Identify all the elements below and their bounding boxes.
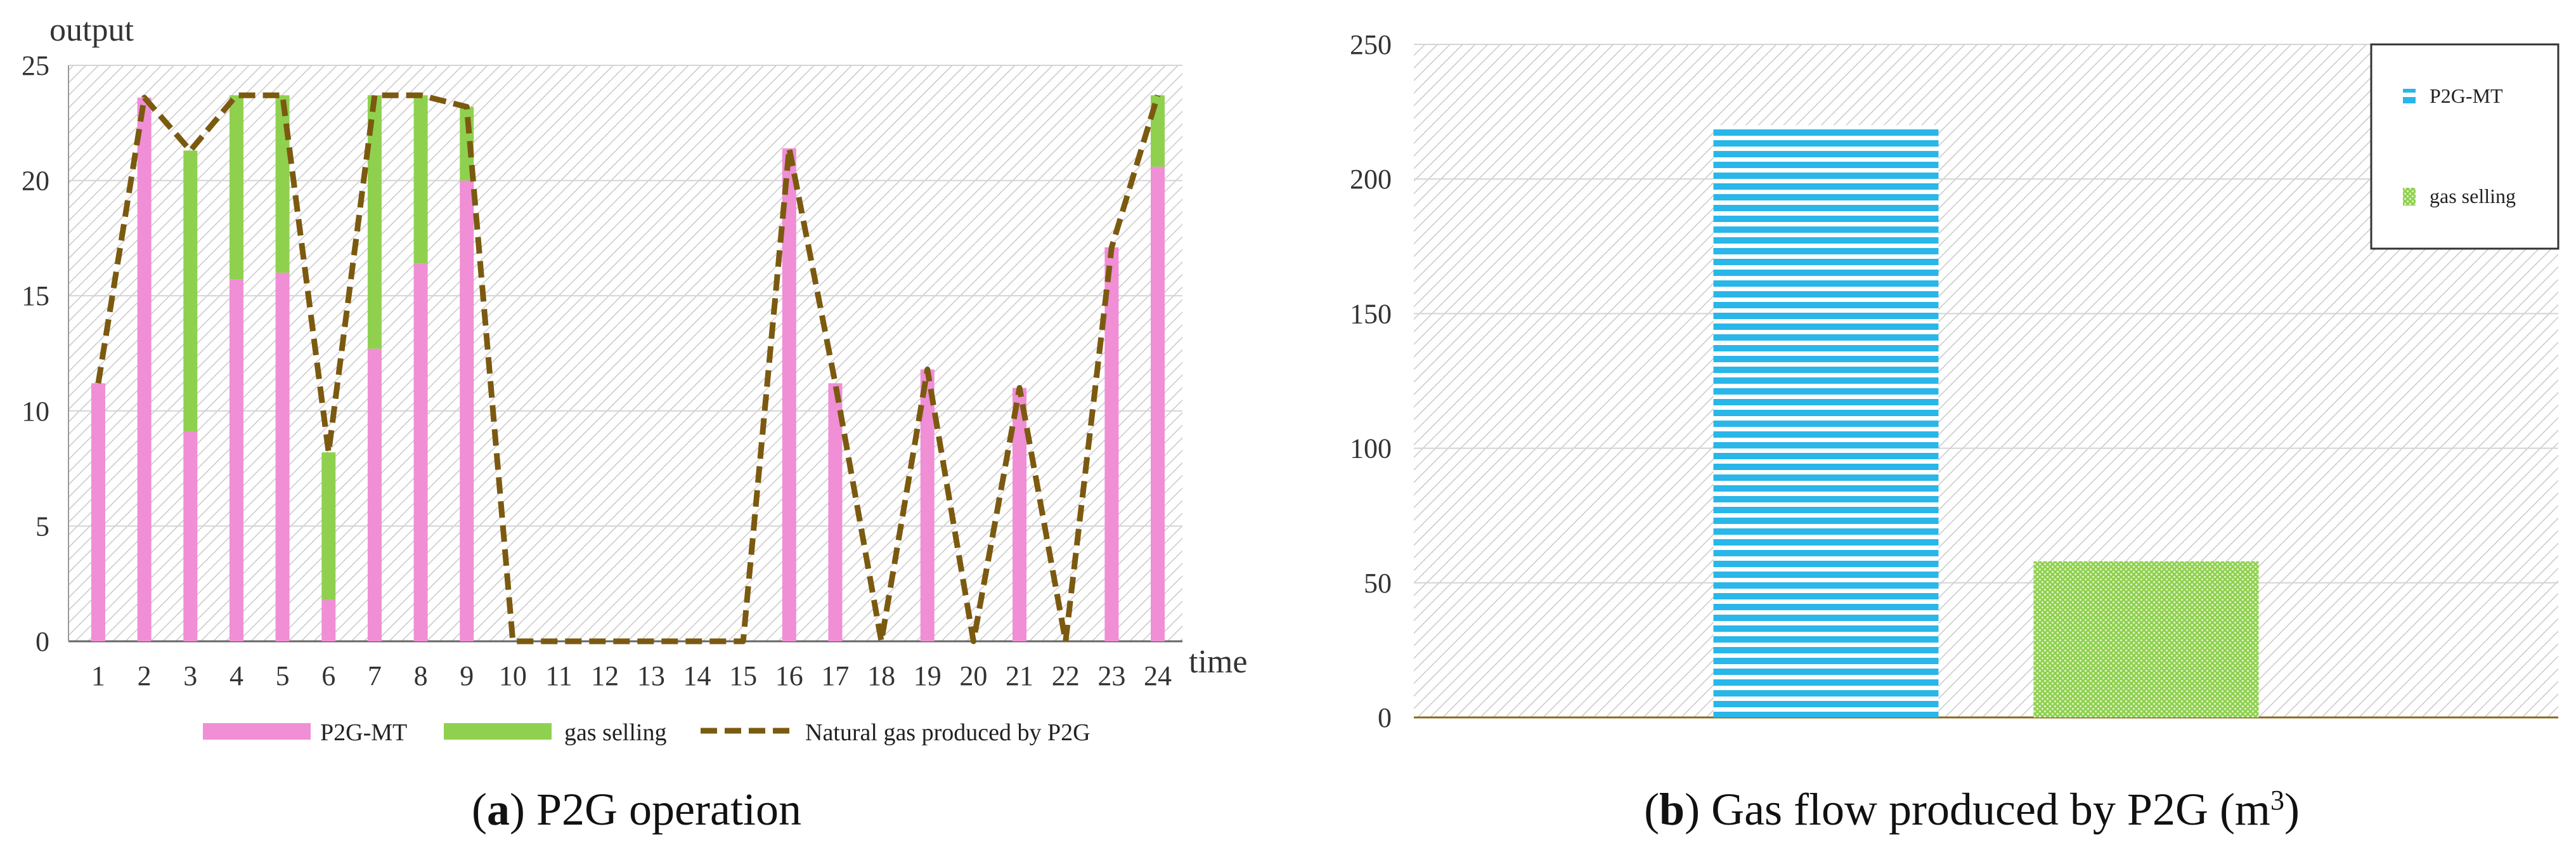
bar-p2g-mt bbox=[1104, 247, 1119, 642]
y-ticks-a: 0 5 10 15 20 25 bbox=[22, 50, 49, 657]
x-tick-label-a: 6 bbox=[321, 660, 335, 691]
x-tick-label-a: 23 bbox=[1097, 660, 1125, 691]
bar-p2g-mt bbox=[183, 431, 198, 641]
x-tick-label-a: 11 bbox=[545, 660, 572, 691]
caption-b-letter: b bbox=[1659, 784, 1685, 835]
x-tick-label-a: 21 bbox=[1006, 660, 1033, 691]
bars-b bbox=[1713, 125, 2259, 717]
y-tick-label-b: 200 bbox=[1350, 164, 1392, 195]
bar-p2g-mt bbox=[91, 383, 105, 641]
y-tick-label-a: 10 bbox=[22, 396, 49, 427]
bar-gas-selling bbox=[367, 95, 382, 349]
x-tick-label-a: 15 bbox=[729, 660, 757, 691]
x-tick-label-a: 13 bbox=[637, 660, 665, 691]
y-tick-label-b: 150 bbox=[1350, 298, 1392, 329]
bar-p2g-mt bbox=[137, 97, 152, 641]
legend-label-b-gas-selling: gas selling bbox=[2430, 185, 2516, 207]
x-tick-label-a: 24 bbox=[1144, 660, 1172, 691]
bar-b-gas-selling bbox=[2033, 561, 2259, 717]
y-tick-label-a: 20 bbox=[22, 166, 49, 197]
plot-area-a bbox=[68, 65, 1182, 641]
bar-p2g-mt bbox=[1013, 388, 1027, 641]
grid-b bbox=[1414, 44, 2558, 584]
bar-p2g-mt bbox=[275, 272, 290, 641]
y-tick-label-b: 250 bbox=[1350, 29, 1392, 60]
x-tick-label-a: 18 bbox=[867, 660, 895, 691]
caption-b-sup: 3 bbox=[2270, 785, 2284, 816]
x-tick-label-a: 1 bbox=[91, 660, 105, 691]
x-tick-label-a: 14 bbox=[683, 660, 711, 691]
x-tick-label-a: 5 bbox=[276, 660, 290, 691]
x-tick-label-a: 3 bbox=[183, 660, 197, 691]
bar-gas-selling bbox=[321, 452, 336, 600]
bar-p2g-mt bbox=[413, 263, 428, 641]
y-tick-label-b: 0 bbox=[1378, 702, 1392, 733]
y-tick-label-a: 0 bbox=[36, 626, 49, 657]
plot-area-b bbox=[1414, 44, 2558, 717]
legend-b: P2G-MT gas selling bbox=[2370, 43, 2560, 250]
bar-p2g-mt bbox=[828, 383, 843, 641]
caption-b-close: ) bbox=[2284, 784, 2300, 835]
legend-label-p2g-mt: P2G-MT bbox=[320, 719, 407, 746]
x-tick-label-a: 22 bbox=[1052, 660, 1080, 691]
caption-b-text: Gas flow produced by P2G (m bbox=[1700, 784, 2270, 835]
bar-p2g-mt bbox=[321, 599, 336, 641]
bar-gas-selling bbox=[413, 95, 428, 264]
bar-p2g-mt bbox=[782, 148, 796, 641]
y-axis-label-a: output bbox=[49, 12, 134, 48]
x-tick-label-a: 12 bbox=[591, 660, 619, 691]
caption-a-letter: a bbox=[487, 784, 510, 835]
legend-swatch-b-p2g-mt bbox=[2403, 89, 2416, 107]
x-tick-label-a: 10 bbox=[499, 660, 527, 691]
legend-label-b-p2g-mt: P2G-MT bbox=[2430, 84, 2503, 107]
caption-b: (b) Gas flow produced by P2G (m3) bbox=[1644, 784, 2300, 835]
bar-p2g-mt bbox=[460, 180, 474, 642]
y-tick-label-a: 15 bbox=[22, 280, 49, 311]
x-tick-label-a: 16 bbox=[775, 660, 803, 691]
legend-swatch-b-gas-selling bbox=[2403, 188, 2416, 206]
line-natural-gas bbox=[95, 92, 1161, 644]
x-tick-label-a: 17 bbox=[821, 660, 849, 691]
caption-a-text: P2G operation bbox=[525, 784, 801, 835]
bars-a bbox=[91, 95, 1165, 642]
legend-a: P2G-MT gas selling Natural gas produced … bbox=[203, 719, 1091, 746]
y-tick-label-a: 25 bbox=[22, 50, 49, 81]
bar-b-p2g-mt bbox=[1713, 125, 1939, 717]
legend-label-natural-gas: Natural gas produced by P2G bbox=[805, 719, 1091, 746]
y-tick-label-a: 5 bbox=[36, 511, 49, 542]
bar-gas-selling bbox=[183, 150, 198, 432]
line-a bbox=[95, 92, 1161, 644]
bar-p2g-mt bbox=[1151, 166, 1165, 642]
x-tick-label-a: 20 bbox=[959, 660, 987, 691]
legend-swatch-p2g-mt bbox=[203, 723, 311, 740]
legend-box-b bbox=[2370, 43, 2560, 250]
y-tick-label-b: 50 bbox=[1364, 568, 1392, 599]
caption-a: (a) P2G operation bbox=[472, 784, 801, 835]
bar-p2g-mt bbox=[367, 348, 382, 641]
x-tick-label-a: 8 bbox=[414, 660, 428, 691]
x-ticks-a: 1 2 3 4 5 6 7 8 9 10 11 12 13 14 15 16 17 18 19 20 21 22 23 24 bbox=[91, 660, 1172, 691]
x-tick-label-a: 7 bbox=[368, 660, 382, 691]
x-tick-label-a: 9 bbox=[460, 660, 474, 691]
y-tick-label-b: 100 bbox=[1350, 433, 1392, 464]
bar-gas-selling bbox=[229, 95, 243, 280]
x-tick-label-a: 4 bbox=[230, 660, 243, 691]
legend-label-gas-selling: gas selling bbox=[564, 719, 666, 746]
x-axis-label-a: time bbox=[1189, 644, 1247, 680]
chart-b: 0 50 100 150 200 250 P2G-MT gas selling (b) G… bbox=[1350, 29, 2560, 835]
x-tick-label-a: 19 bbox=[914, 660, 942, 691]
y-ticks-b: 0 50 100 150 200 250 bbox=[1350, 29, 1392, 733]
bar-gas-selling bbox=[275, 95, 290, 273]
bar-p2g-mt bbox=[229, 279, 243, 641]
bar-p2g-mt bbox=[920, 369, 935, 641]
legend-swatch-gas-selling bbox=[444, 723, 552, 740]
x-tick-label-a: 2 bbox=[138, 660, 152, 691]
